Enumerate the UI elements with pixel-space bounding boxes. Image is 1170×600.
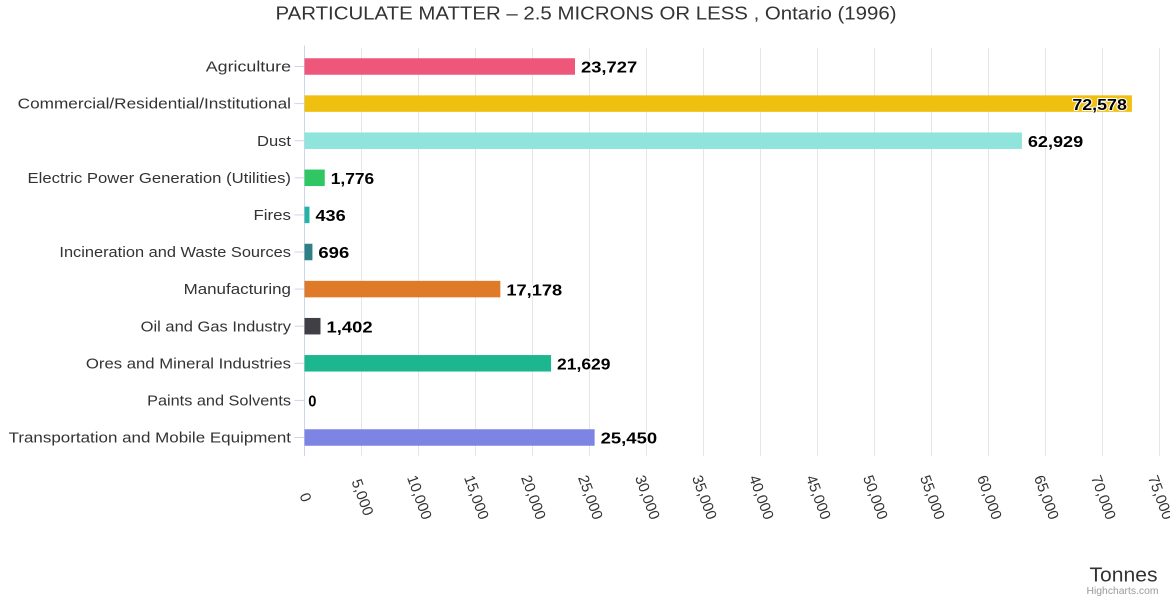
svg-text:Commercial/Residential/Institu: Commercial/Residential/Institutional (18, 96, 291, 113)
svg-text:Agriculture: Agriculture (206, 59, 291, 76)
svg-text:Dust: Dust (257, 133, 292, 150)
svg-text:25,450: 25,450 (601, 431, 658, 448)
svg-text:1,402: 1,402 (326, 319, 372, 336)
svg-text:696: 696 (318, 245, 349, 262)
svg-text:Highcharts.com: Highcharts.com (1087, 585, 1159, 597)
svg-text:PARTICULATE MATTER – 2.5 MICRO: PARTICULATE MATTER – 2.5 MICRONS OR LESS… (276, 4, 897, 24)
svg-text:Tonnes: Tonnes (1090, 565, 1158, 587)
svg-text:Manufacturing: Manufacturing (184, 281, 291, 298)
svg-text:Ores and Mineral Industries: Ores and Mineral Industries (86, 355, 291, 372)
svg-text:17,178: 17,178 (506, 282, 562, 299)
svg-text:Incineration and Waste Sources: Incineration and Waste Sources (59, 244, 291, 261)
svg-text:23,727: 23,727 (581, 60, 637, 77)
svg-text:Electric Power Generation (Uti: Electric Power Generation (Utilities) (28, 170, 292, 187)
svg-text:62,929: 62,929 (1028, 134, 1084, 151)
svg-text:1,776: 1,776 (331, 171, 375, 188)
svg-text:72,578: 72,578 (1072, 97, 1127, 114)
svg-text:Fires: Fires (254, 207, 292, 224)
svg-text:Transportation and Mobile Equi: Transportation and Mobile Equipment (9, 430, 292, 447)
svg-text:Paints and Solvents: Paints and Solvents (147, 393, 291, 410)
svg-text:21,629: 21,629 (557, 357, 611, 374)
svg-text:0: 0 (308, 394, 316, 411)
svg-text:Oil and Gas Industry: Oil and Gas Industry (141, 318, 292, 335)
svg-text:436: 436 (315, 208, 346, 225)
